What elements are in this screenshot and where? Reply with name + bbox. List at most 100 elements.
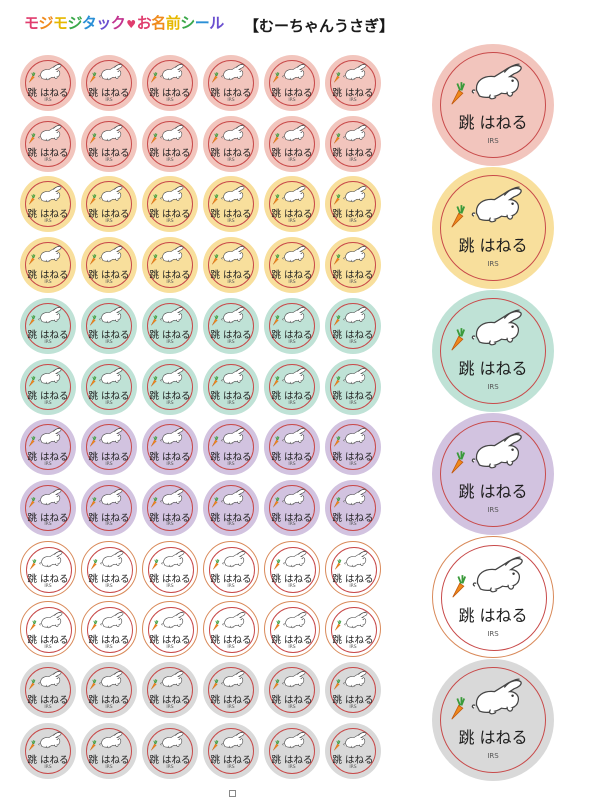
small-name-sticker: 跳 はねる IRS (20, 358, 76, 415)
sticker-ring (148, 607, 194, 654)
sticker-name: 跳 はねる (210, 269, 252, 281)
rabbit-icon (29, 550, 63, 570)
rabbit-icon (28, 670, 62, 690)
carrot-icon (29, 619, 37, 631)
carrot-icon (89, 72, 97, 83)
small-name-sticker: 跳 はねる IRS (81, 55, 137, 111)
carrot-icon (211, 193, 219, 205)
sticker-ring (25, 727, 71, 774)
sticker-name: 跳 はねる (88, 451, 130, 463)
sticker-small-text: IRS (288, 340, 296, 346)
sticker-small-text: IRS (227, 401, 235, 407)
carrot-icon (28, 679, 36, 690)
small-name-sticker: 跳 はねる IRS (20, 601, 76, 658)
rabbit-icon (272, 428, 306, 447)
sticker-name: 跳 はねる (271, 755, 313, 767)
sticker-small-text: IRS (44, 765, 52, 771)
sticker-small-text: IRS (487, 136, 499, 145)
brand-char: お (136, 14, 152, 32)
sticker-ring (25, 484, 71, 531)
rabbit-icon (272, 245, 306, 265)
carrot-icon (333, 133, 341, 144)
sticker-name: 跳 はねる (271, 634, 313, 646)
carrot-icon (212, 619, 220, 631)
sticker-ring (330, 484, 376, 531)
rabbit-icon (90, 611, 124, 631)
carrot-icon (272, 254, 280, 265)
rabbit-icon (89, 185, 123, 205)
large-name-sticker: 跳 はねる IRS (432, 536, 554, 658)
sticker-name: 跳 はねる (271, 391, 313, 403)
sticker-small-text: IRS (288, 461, 296, 467)
sticker-name: 跳 はねる (149, 634, 191, 646)
sticker-name: 跳 はねる (458, 112, 528, 132)
sticker-small-text: IRS (288, 644, 296, 650)
rabbit-icon (90, 550, 124, 570)
sticker-small-text: IRS (349, 279, 357, 285)
small-name-sticker: 跳 はねる IRS (203, 601, 259, 658)
sticker-ring (25, 181, 71, 228)
carrot-icon (150, 497, 158, 508)
rabbit-icon (28, 428, 62, 447)
small-name-sticker: 跳 はねる IRS (203, 722, 259, 779)
sticker-ring (147, 302, 193, 349)
sticker-name: 跳 はねる (149, 512, 191, 524)
sticker-small-text: IRS (288, 97, 296, 103)
sticker-name: 跳 はねる (27, 634, 69, 646)
rabbit-icon (333, 124, 367, 144)
sticker-small-text: IRS (288, 218, 296, 224)
brand-char: ー (194, 14, 210, 32)
carrot-icon (90, 559, 98, 570)
small-name-sticker: 跳 はねる IRS (325, 297, 381, 354)
sticker-ring (147, 242, 193, 289)
sticker-name: 跳 はねる (149, 391, 191, 403)
sticker-ring (440, 52, 546, 158)
sticker-small-text: IRS (349, 158, 357, 164)
sticker-small-text: IRS (227, 279, 235, 285)
sticker-name: 跳 はねる (271, 209, 313, 221)
sticker-ring (330, 60, 376, 106)
rabbit-icon (212, 550, 246, 570)
sticker-small-text: IRS (349, 461, 357, 467)
large-name-sticker: 跳 はねる IRS (432, 659, 554, 781)
sticker-ring (86, 242, 132, 289)
carrot-icon (211, 315, 219, 326)
rabbit-icon (333, 428, 367, 447)
rabbit-icon (451, 678, 522, 720)
carrot-icon (150, 133, 158, 144)
sticker-name: 跳 はねる (88, 148, 130, 160)
rabbit-icon (212, 611, 246, 631)
sticker-ring (440, 175, 546, 281)
carrot-icon (89, 315, 97, 326)
sticker-ring (208, 667, 254, 713)
sticker-small-text: IRS (105, 704, 113, 710)
sticker-ring (269, 60, 315, 106)
carrot-icon (272, 133, 280, 144)
sticker-ring (269, 424, 315, 471)
sticker-ring (269, 242, 315, 289)
brand-char: タ (81, 14, 97, 32)
carrot-icon (28, 375, 36, 387)
carrot-icon (150, 254, 158, 265)
small-name-sticker: 跳 はねる IRS (264, 722, 320, 779)
sticker-name: 跳 はねる (27, 694, 69, 706)
carrot-icon (333, 375, 341, 387)
sticker-ring (86, 424, 132, 471)
sticker-name: 跳 はねる (88, 269, 130, 281)
rabbit-icon (334, 611, 368, 631)
rabbit-icon (28, 185, 62, 205)
sticker-name: 跳 はねる (332, 87, 374, 99)
sticker-ring (269, 484, 315, 531)
sticker-name: 跳 はねる (27, 330, 69, 342)
sticker-small-text: IRS (44, 522, 52, 528)
small-name-sticker: 跳 はねる IRS (203, 540, 259, 597)
small-name-sticker: 跳 はねる IRS (325, 722, 381, 779)
sticker-ring (269, 302, 315, 349)
rabbit-icon (333, 670, 367, 690)
sticker-ring (269, 727, 315, 774)
sticker-ring (330, 424, 376, 471)
carrot-icon (333, 72, 341, 83)
rabbit-icon (89, 306, 123, 326)
sticker-name: 跳 はねる (332, 269, 374, 281)
small-name-sticker: 跳 はねる IRS (81, 237, 137, 294)
